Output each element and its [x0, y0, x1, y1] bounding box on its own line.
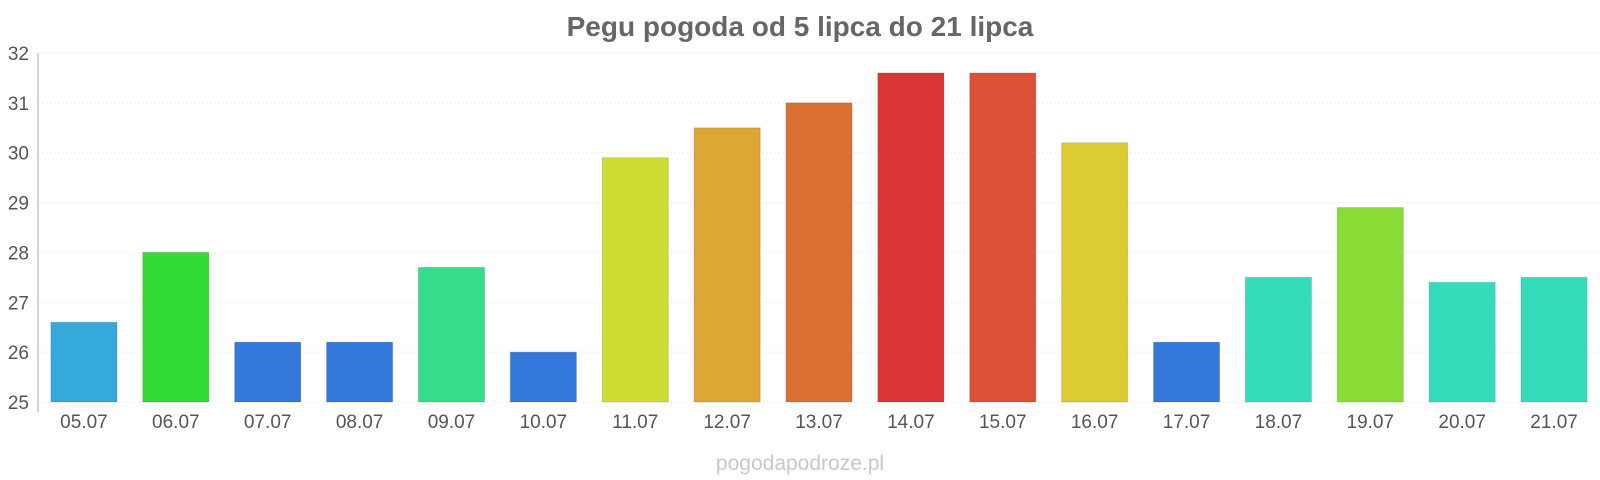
x-tick-label: 16.07 — [1071, 412, 1119, 433]
x-axis-ticks: 05.07 06.07 07.07 08.07 09.07 10.07 11.07 12.07… — [60, 412, 1578, 433]
bar — [693, 127, 761, 403]
bar — [326, 341, 394, 403]
x-tick-label: 10.07 — [520, 412, 568, 433]
x-tick-label: 18.07 — [1255, 412, 1303, 433]
bar — [1244, 276, 1312, 403]
bar — [234, 341, 302, 403]
y-tick-label: 29 — [8, 194, 29, 215]
y-axis-ticks: 25 26 27 28 29 30 31 32 — [8, 44, 29, 414]
bar — [969, 72, 1037, 403]
x-tick-label: 09.07 — [428, 412, 476, 433]
bar — [1336, 207, 1404, 403]
x-tick-label: 06.07 — [152, 412, 200, 433]
x-tick-label: 11.07 — [612, 412, 658, 433]
bar — [1520, 276, 1588, 403]
x-tick-label: 15.07 — [979, 412, 1027, 433]
y-tick-label: 26 — [8, 343, 29, 364]
bar — [785, 102, 853, 403]
bar — [50, 321, 118, 403]
x-tick-label: 17.07 — [1163, 412, 1211, 433]
y-tick-label: 27 — [8, 293, 29, 314]
bar — [1152, 341, 1221, 403]
x-tick-label: 14.07 — [887, 412, 935, 433]
chart-title: Pegu pogoda od 5 lipca do 21 lipca — [567, 11, 1034, 42]
y-tick-label: 25 — [8, 393, 29, 414]
bar — [1428, 281, 1496, 403]
x-tick-label: 13.07 — [795, 412, 843, 433]
y-tick-label: 32 — [8, 44, 29, 65]
y-tick-label: 30 — [8, 144, 29, 165]
bar — [142, 251, 210, 403]
watermark: pogodapodroze.pl — [716, 452, 884, 475]
x-tick-label: 12.07 — [703, 412, 751, 433]
x-tick-label: 19.07 — [1347, 412, 1395, 433]
bar — [417, 266, 486, 403]
y-tick-label: 31 — [8, 94, 29, 115]
x-tick-label: 07.07 — [244, 412, 292, 433]
bar — [509, 351, 577, 403]
x-tick-label: 08.07 — [336, 412, 384, 433]
bar — [601, 157, 669, 403]
bar — [1061, 142, 1129, 403]
bar — [877, 72, 945, 403]
x-tick-label: 05.07 — [60, 412, 108, 433]
x-tick-label: 20.07 — [1438, 412, 1486, 433]
y-tick-label: 28 — [8, 243, 29, 264]
x-tick-label: 21.07 — [1530, 412, 1578, 433]
bars — [50, 72, 1588, 403]
